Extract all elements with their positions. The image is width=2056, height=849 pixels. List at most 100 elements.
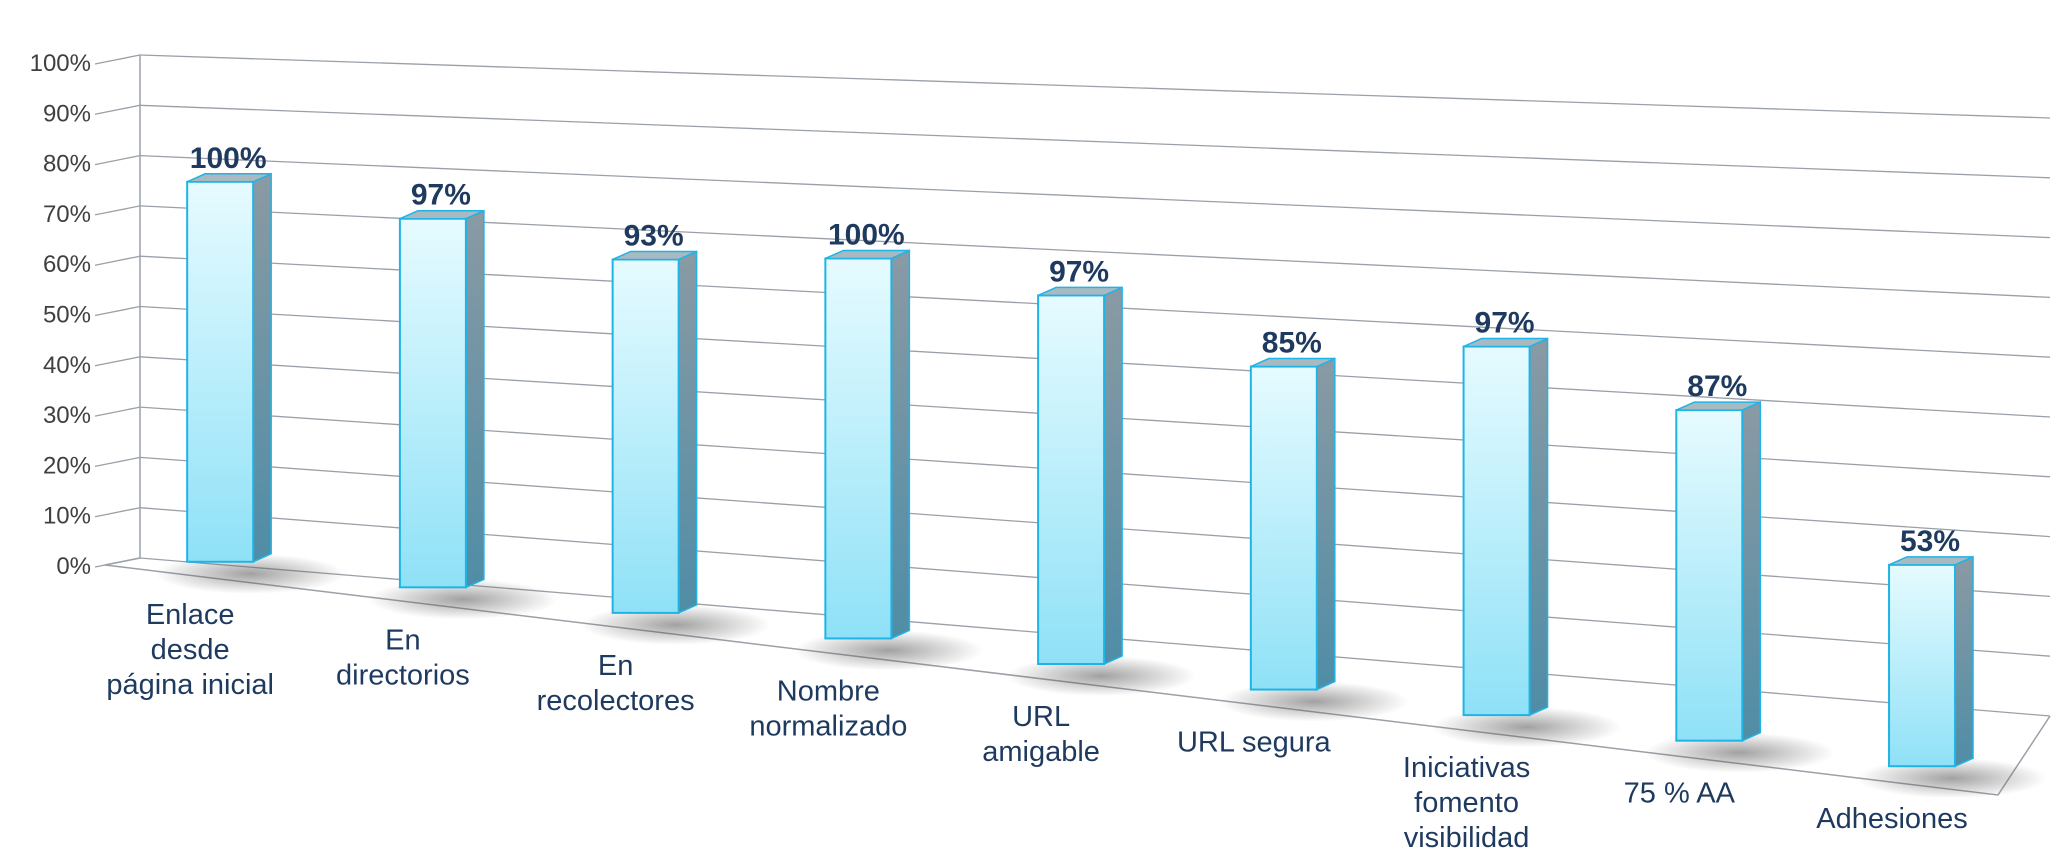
y-tick-label: 10% [43,503,91,530]
bar-side [1741,400,1762,742]
bar-shadow [1218,681,1409,722]
data-label: 97% [411,179,471,212]
y-tick-mark [94,312,106,317]
bar-side [1316,357,1336,691]
bar-front [1462,345,1531,717]
bar-side [1103,286,1123,666]
bar-shadow [1644,732,1835,773]
y-tick-mark [94,363,106,367]
bar-front [1037,294,1106,665]
category-label-line: URL segura [1177,727,1332,759]
bar-front [611,258,680,614]
category-label-line: 75 % AA [1624,778,1736,810]
bar-side [1954,555,1974,768]
data-label: 97% [1475,307,1535,340]
bar-front [1888,563,1957,768]
y-tick-mark [94,514,106,518]
bars [186,172,1974,768]
category-label-line: directorios [336,659,470,691]
bar [1675,400,1762,742]
category-label-line: página inicial [106,669,274,701]
gridline-side [104,54,141,63]
bar-side [465,209,485,589]
category-label-line: amigable [982,736,1100,768]
category-label-line: En [598,650,633,682]
bar-shadows [155,553,2048,799]
bar-front [186,180,255,563]
bar-shadow [1006,656,1197,696]
bar-top [612,250,697,261]
y-tick-mark [94,413,106,417]
gridline [139,154,2051,239]
y-tick-label: 80% [43,151,91,178]
y-tick-label: 30% [43,402,91,429]
data-label: 53% [1900,525,1960,558]
data-label: 97% [1049,255,1109,288]
y-tick-mark [94,111,106,115]
y-tick-label: 90% [43,100,91,127]
bar-shadow [793,630,984,671]
bar-side [1528,337,1549,717]
y-tick-label: 70% [43,201,91,228]
category-label-line: Adhesiones [1816,803,1968,835]
gridline-side [104,154,141,164]
bar [398,209,485,589]
category-label: Enlace desde página inicial [106,599,274,701]
bar-front [824,257,893,640]
y-tick-label: 40% [43,352,91,379]
bar-side [677,250,698,615]
bar-top [1888,556,1974,566]
category-label-line: fomento [1414,787,1519,819]
y-tick-label: 50% [43,302,91,329]
bar-front [398,217,467,589]
category-label-line: desde [151,634,230,666]
bar-top [1037,286,1123,297]
bar [611,250,698,615]
category-label: Adhesiones [1816,803,1968,835]
category-label-line: visibilidad [1404,822,1530,849]
y-tick-label: 100% [30,50,91,77]
y-tick-mark [94,61,106,65]
bar [1037,286,1123,666]
bar-top [399,209,485,220]
category-label: Iniciativas fomento visibilidad [1403,752,1530,849]
category-label-line: normalizado [749,710,907,742]
bar-shadow [1431,707,1622,748]
category-label-line: URL [1012,701,1070,733]
data-label: 87% [1687,370,1747,403]
y-tick-mark [94,564,106,568]
gridline [139,104,2051,179]
gridline-side [104,406,141,415]
labels: 0% 10% 20% 30% 40% 50% 60% 70% 80% 90% 100% 100% Enl… [30,50,1968,849]
y-tick-mark [94,212,106,216]
gridline-side [104,104,141,113]
category-label: Nombre normalizado [749,675,907,742]
y-tick-mark [94,463,106,468]
bar-front [1675,409,1744,742]
bar-side [252,172,272,563]
gridline-side [104,205,141,214]
category-label: En directorios [336,624,470,691]
category-label: En recolectores [537,650,695,717]
category-label-line: Iniciativas [1403,752,1530,784]
bar-front [1249,365,1318,691]
category-label: 75 % AA [1624,778,1736,810]
y-tick-mark [94,161,106,166]
gridline-side [104,305,141,315]
data-label: 93% [624,219,684,252]
category-label: URL amigable [982,701,1100,768]
bar [1888,555,1974,768]
bar-shadow [580,604,771,645]
category-label-line: En [385,624,420,656]
bar-side [890,249,911,640]
category-label: URL segura [1177,727,1332,759]
bar-shadow [155,553,346,594]
data-label: 100% [828,218,905,251]
gridline-side [104,255,141,264]
bar-top [186,173,272,183]
bar [1249,357,1336,691]
bar [186,172,272,563]
gridline-side [104,456,141,466]
y-tick-label: 0% [56,553,91,580]
